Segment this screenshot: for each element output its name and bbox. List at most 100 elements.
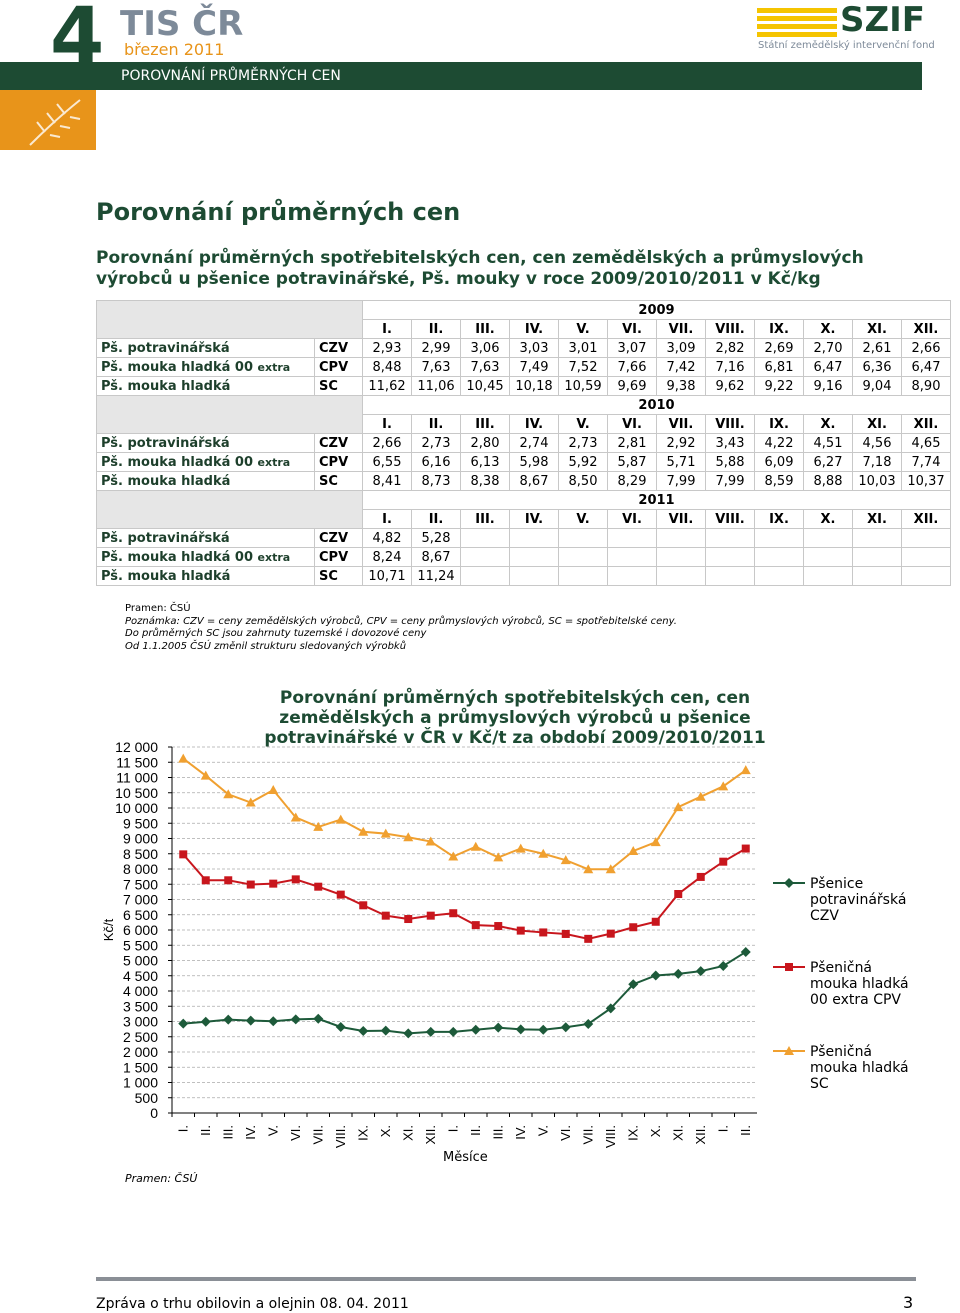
data-point: [268, 785, 279, 795]
data-point: [673, 802, 684, 812]
data-point: [358, 826, 369, 836]
data-point: [740, 765, 751, 775]
row-label-suffix: extra: [257, 360, 291, 374]
value-cell: 8,88: [803, 471, 853, 491]
value-cell: 7,49: [509, 357, 559, 377]
data-row: Pš. mouka hladká 00 extra CPV 6,55 6,16 6,13…: [96, 452, 951, 472]
data-point: [539, 928, 548, 937]
value-cell: 9,38: [656, 376, 706, 396]
data-point: [494, 922, 503, 931]
y-tick-label: 7 000: [123, 892, 158, 908]
year-row: 2009: [96, 300, 951, 339]
x-tick-label: I.: [175, 1125, 190, 1132]
data-point: [403, 1028, 414, 1039]
row-label-suffix: extra: [257, 550, 291, 564]
data-point: [718, 781, 729, 791]
note: Od 1.1.2005 ČSÚ změnil strukturu sledova…: [125, 641, 407, 652]
data-point: [583, 864, 594, 874]
x-tick-label: VII.: [580, 1125, 595, 1145]
table-title: Porovnání průměrných spotřebitelských ce…: [96, 248, 864, 289]
y-tick-label: 8 500: [123, 846, 158, 862]
data-point: [695, 966, 706, 977]
month-cell: II.: [411, 319, 461, 339]
page-title: Porovnání průměrných cen: [96, 198, 461, 226]
data-point: [268, 1016, 279, 1027]
month-cell: XI.: [852, 414, 902, 434]
orange-block: [0, 90, 96, 150]
y-tick-label: 9 500: [123, 815, 158, 831]
row-label-text: Pš. mouka hladká: [101, 378, 231, 394]
data-point: [449, 909, 458, 918]
blank-cell: [96, 395, 363, 434]
x-tick-label: VIII.: [603, 1125, 618, 1148]
data-point: [470, 841, 481, 851]
source: Pramen: ČSÚ: [125, 603, 191, 614]
x-axis-title: Měsíce: [443, 1150, 488, 1165]
note: Do průměrných SC jsou zahrnuty tuzemské …: [125, 628, 427, 639]
month-row: I. II. III. IV. V. VI. VII. VIII. IX. X. XI. XII.: [97, 414, 951, 434]
month-cell: XII.: [901, 509, 951, 529]
data-point: [246, 880, 255, 889]
x-tick-label: V.: [535, 1125, 550, 1136]
x-tick-label: I.: [715, 1125, 730, 1132]
footer-rule: [96, 1277, 916, 1281]
x-tick-label: IX.: [355, 1125, 370, 1141]
legend-label: Pšeničná mouka hladká 00 extra CPV: [810, 960, 909, 1008]
value-cell: 3,06: [460, 338, 510, 358]
row-label: Pš. mouka hladká: [96, 566, 315, 586]
data-point: [290, 812, 301, 822]
data-row: Pš. potravinářská CZV 2,93 2,99 3,06 3,03 3,01…: [96, 338, 951, 358]
value-cell: 2,74: [509, 433, 559, 453]
data-point: [471, 921, 480, 930]
note: Poznámka: CZV = ceny zemědělských výrobc…: [125, 616, 677, 627]
x-tick-label: XII.: [693, 1125, 708, 1145]
row-label-text: Pš. mouka hladká: [101, 568, 231, 584]
month-cell: VII.: [656, 414, 706, 434]
data-point: [515, 1024, 526, 1035]
data-point: [628, 846, 639, 856]
data-point: [695, 791, 706, 801]
data-point: [336, 890, 345, 899]
y-tick-label: 6 500: [123, 907, 158, 923]
y-tick-label: 2 500: [123, 1029, 158, 1045]
row-label: Pš. potravinářská: [96, 338, 315, 358]
x-tick-label: VI.: [558, 1125, 573, 1141]
data-point: [290, 1014, 301, 1025]
row-label-text: Pš. potravinářská: [101, 530, 230, 546]
series-line: [182, 757, 747, 871]
legend-marker: [784, 878, 794, 888]
data-point: [650, 970, 661, 981]
legend-marker: [784, 1046, 794, 1055]
data-point: [448, 851, 459, 861]
data-point: [605, 1003, 616, 1014]
data-point: [538, 1024, 549, 1035]
legend-marker: [785, 963, 793, 971]
data-point: [605, 864, 616, 874]
value-cell: 5,88: [705, 452, 755, 472]
month-cell: III.: [460, 319, 510, 339]
row-label-text: Pš. mouka hladká 00: [101, 549, 254, 565]
chart-title: Porovnání průměrných spotřebitelských ce…: [264, 688, 766, 748]
data-point: [200, 1016, 211, 1027]
row-label-text: Pš. mouka hladká 00: [101, 359, 254, 375]
value-cell: 6,09: [754, 452, 804, 472]
value-cell: 6,55: [362, 452, 412, 472]
row-label: Pš. mouka hladká 00 extra: [96, 452, 315, 472]
data-point: [493, 1022, 504, 1033]
data-point: [560, 1022, 571, 1033]
x-tick-label: III.: [220, 1125, 235, 1139]
data-point: [380, 828, 391, 838]
value-cell: 11,24: [411, 566, 461, 586]
logo-stripes: [757, 8, 837, 37]
logo-subtitle: Státní zemědělský intervenční fond: [758, 40, 935, 51]
x-tick-label: XI.: [400, 1125, 415, 1141]
y-tick-label: 5 000: [123, 953, 158, 969]
data-point: [696, 872, 705, 881]
chart-source: Pramen: ČSÚ: [125, 1172, 198, 1185]
legend-label: Pšeničná mouka hladká SC: [810, 1044, 909, 1092]
x-tick-label: VI.: [288, 1125, 303, 1141]
y-tick-label: 0: [150, 1105, 158, 1121]
month-cell: XII.: [901, 414, 951, 434]
